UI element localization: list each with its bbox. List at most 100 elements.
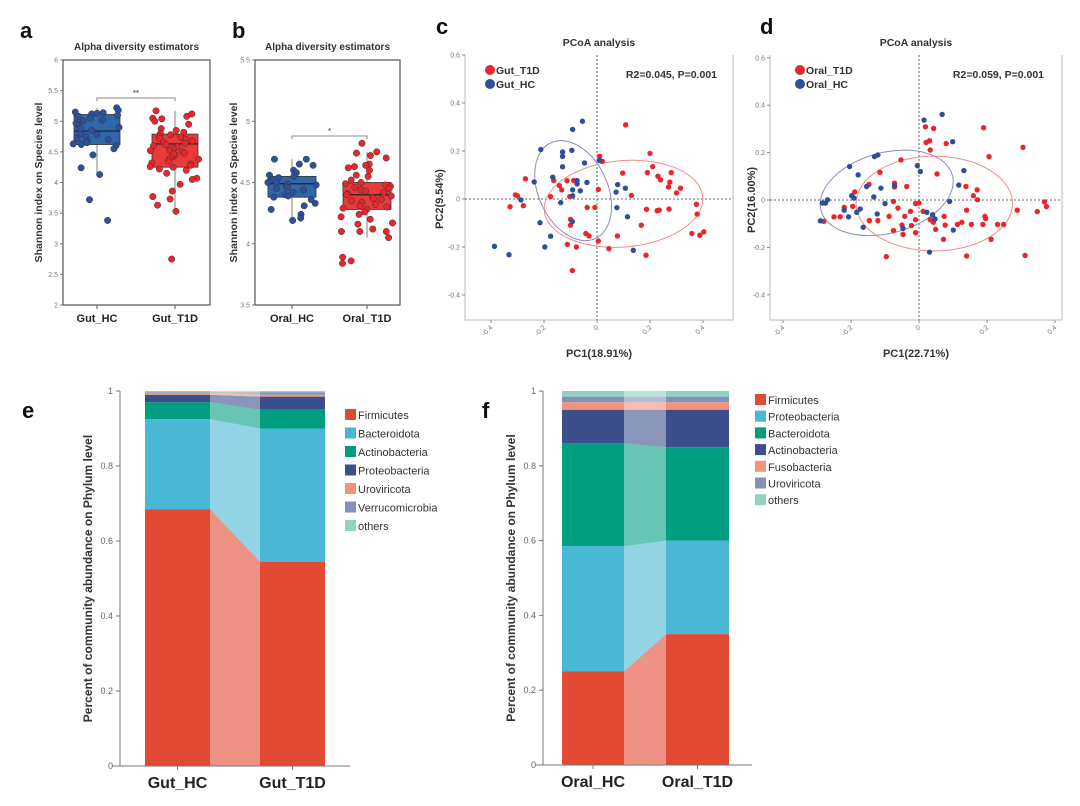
- data-point: [968, 221, 975, 228]
- flow-band-others: [624, 391, 666, 397]
- statistics-label: R2=0.059, P=0.001: [953, 69, 1044, 81]
- data-point: [164, 157, 172, 165]
- data-point: [352, 171, 360, 179]
- flow-band-Firmicutes: [624, 634, 666, 765]
- bar-segment-Proteobacteria: [145, 394, 210, 403]
- data-point: [264, 179, 272, 186]
- data-point: [926, 138, 933, 144]
- data-point: [383, 203, 391, 211]
- data-point: [188, 137, 196, 145]
- data-point: [921, 117, 927, 123]
- y-tick-label: 4: [54, 180, 58, 187]
- legend-label: Uroviricota: [358, 484, 411, 496]
- data-point: [382, 154, 390, 162]
- data-point: [380, 188, 388, 196]
- data-point: [556, 182, 563, 189]
- data-point: [904, 183, 910, 190]
- flow-band-Bacteroidota: [624, 443, 666, 547]
- y-tick-label: 0.2: [755, 150, 765, 157]
- legend-label: Proteobacteria: [358, 466, 430, 478]
- x-tick-label: 0: [593, 324, 601, 332]
- data-point: [586, 233, 592, 239]
- flow-band-Uroviricota: [210, 392, 260, 397]
- data-point: [152, 107, 160, 115]
- legend-swatch: [755, 410, 766, 422]
- legend-label: Bacteroidota: [358, 429, 421, 441]
- flow-band-Verrucomicrobia: [210, 392, 260, 395]
- data-point: [77, 164, 85, 172]
- data-point: [347, 176, 355, 184]
- y-axis-label: PC2(9.54%): [434, 169, 446, 229]
- legend-swatch: [345, 483, 356, 494]
- y-tick-label: 0.6: [450, 53, 460, 60]
- data-point: [939, 111, 945, 118]
- data-point: [166, 195, 174, 203]
- flow-band-Fusobacteria: [624, 402, 666, 410]
- data-point: [146, 147, 154, 155]
- data-point: [875, 217, 881, 224]
- data-point: [613, 189, 619, 195]
- data-point: [819, 200, 826, 206]
- data-point: [79, 117, 87, 125]
- data-point: [874, 211, 880, 217]
- data-point: [871, 194, 877, 200]
- x-tick-label: 0.4: [1047, 324, 1059, 336]
- data-point: [980, 125, 987, 131]
- data-point: [371, 201, 379, 209]
- x-tick-label: -0.4: [481, 324, 495, 338]
- data-point: [1020, 144, 1026, 151]
- data-point: [900, 225, 906, 232]
- data-point: [930, 125, 937, 132]
- bar-segment-Bacteroidota: [666, 447, 729, 541]
- bar-segment-Actinobacteria: [666, 409, 729, 448]
- significance-bracket: [96, 97, 176, 101]
- data-point: [863, 183, 870, 190]
- data-point: [559, 153, 566, 159]
- legend-label: others: [358, 521, 389, 533]
- data-point: [841, 207, 847, 213]
- data-point: [595, 186, 602, 193]
- bar-segment-Uroviricota: [666, 396, 729, 403]
- legend-label: Gut_HC: [496, 79, 536, 91]
- x-tick-label: Oral_T1D: [662, 774, 733, 791]
- flow-band-Actinobacteria: [624, 409, 666, 448]
- data-point: [963, 207, 970, 213]
- plot-frame: [464, 55, 734, 321]
- data-point: [994, 221, 1001, 228]
- data-point: [491, 243, 498, 249]
- data-point: [949, 138, 956, 145]
- significance-bracket: [291, 135, 368, 139]
- x-tick-label: Gut_T1D: [152, 313, 198, 325]
- x-tick-label: 0.4: [695, 324, 707, 336]
- data-point: [542, 244, 548, 250]
- data-point: [167, 131, 175, 139]
- data-point: [283, 183, 291, 191]
- data-point: [883, 253, 890, 260]
- data-point: [697, 232, 703, 238]
- data-point: [924, 209, 930, 216]
- data-point: [165, 146, 173, 154]
- data-point: [579, 118, 586, 124]
- data-point: [267, 206, 275, 213]
- x-axis-label: PC1(18.91%): [566, 348, 632, 360]
- data-point: [622, 185, 629, 191]
- bar-segment-Proteobacteria: [666, 540, 729, 635]
- data-point: [656, 207, 662, 213]
- data-point: [831, 214, 837, 220]
- legend-swatch: [755, 477, 766, 489]
- bar-segment-Bacteroidota: [145, 419, 210, 510]
- y-tick-label: -0.2: [753, 245, 765, 252]
- data-point: [986, 153, 992, 160]
- y-tick-label: 0.4: [755, 103, 765, 110]
- data-point: [569, 187, 576, 193]
- data-point: [595, 238, 602, 244]
- data-point: [339, 204, 347, 212]
- data-point: [581, 160, 588, 166]
- data-point: [158, 115, 166, 123]
- y-tick-label: 0: [108, 761, 113, 771]
- data-point: [643, 206, 650, 213]
- bar-segment-Actinobacteria: [562, 409, 624, 444]
- data-point: [93, 109, 101, 117]
- data-point: [929, 211, 936, 218]
- data-point: [860, 224, 866, 230]
